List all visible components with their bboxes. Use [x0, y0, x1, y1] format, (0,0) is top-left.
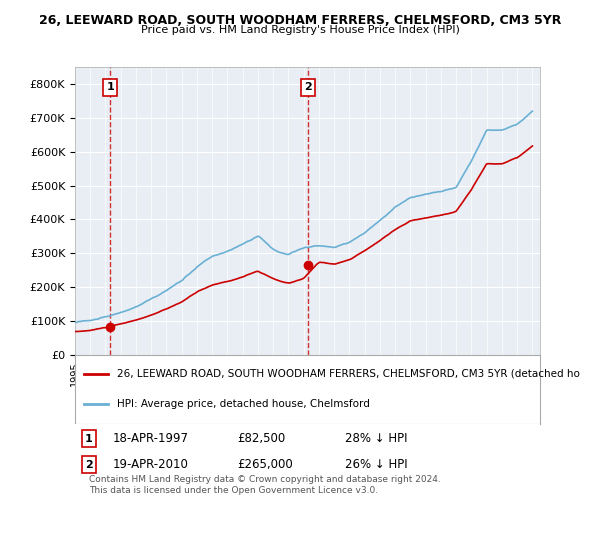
Text: £265,000: £265,000	[238, 458, 293, 472]
Text: Price paid vs. HM Land Registry's House Price Index (HPI): Price paid vs. HM Land Registry's House …	[140, 25, 460, 35]
Text: 26, LEEWARD ROAD, SOUTH WOODHAM FERRERS, CHELMSFORD, CM3 5YR (detached ho: 26, LEEWARD ROAD, SOUTH WOODHAM FERRERS,…	[117, 369, 580, 379]
Text: 19-APR-2010: 19-APR-2010	[112, 458, 188, 472]
Text: 18-APR-1997: 18-APR-1997	[112, 432, 188, 445]
Text: 2: 2	[85, 460, 93, 470]
Text: Contains HM Land Registry data © Crown copyright and database right 2024.
This d: Contains HM Land Registry data © Crown c…	[89, 475, 440, 494]
Text: 2: 2	[304, 82, 312, 92]
Text: 26% ↓ HPI: 26% ↓ HPI	[344, 458, 407, 472]
Text: 28% ↓ HPI: 28% ↓ HPI	[344, 432, 407, 445]
Text: 1: 1	[85, 433, 93, 444]
Text: £82,500: £82,500	[238, 432, 286, 445]
Text: HPI: Average price, detached house, Chelmsford: HPI: Average price, detached house, Chel…	[117, 399, 370, 409]
Text: 26, LEEWARD ROAD, SOUTH WOODHAM FERRERS, CHELMSFORD, CM3 5YR: 26, LEEWARD ROAD, SOUTH WOODHAM FERRERS,…	[39, 14, 561, 27]
Text: 1: 1	[106, 82, 114, 92]
